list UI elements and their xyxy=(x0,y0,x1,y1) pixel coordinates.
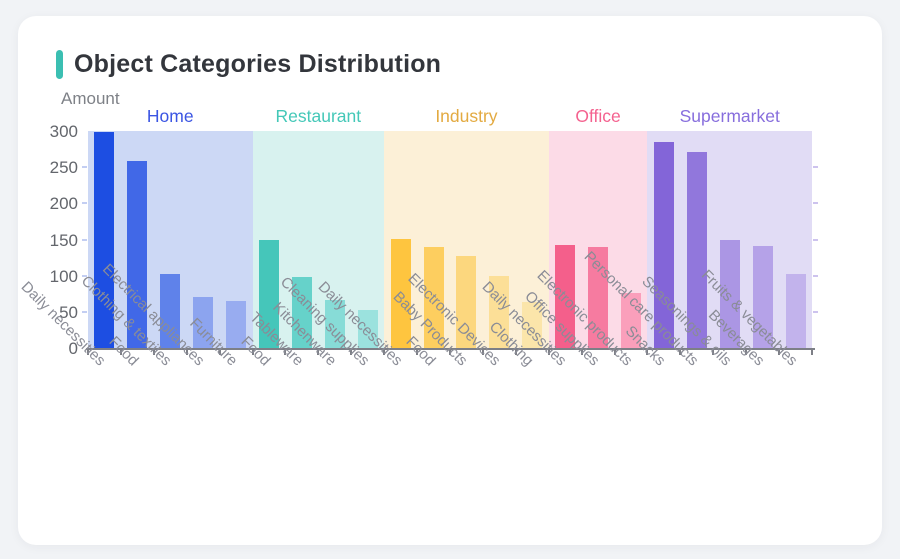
left-edge-tick xyxy=(82,202,87,205)
bar-supermarket-snacks[interactable] xyxy=(653,141,674,348)
chart-card: Object Categories Distribution Amount Ho… xyxy=(18,16,882,545)
x-axis-tick xyxy=(416,350,419,355)
x-axis-tick xyxy=(251,350,254,355)
x-axis-tick xyxy=(547,350,550,355)
y-tick-label-250: 250 xyxy=(49,158,78,178)
bar-restaurant-tableware[interactable] xyxy=(291,277,312,348)
right-edge-tick xyxy=(813,238,818,241)
y-tick-label-0: 0 xyxy=(68,339,78,358)
left-edge-tick xyxy=(82,274,87,277)
bar-restaurant-cleaning-supplies[interactable] xyxy=(357,310,378,348)
group-label-home: Home xyxy=(146,106,194,126)
chart-title: Object Categories Distribution xyxy=(74,50,442,78)
group-label-office: Office xyxy=(575,106,621,126)
group-labels-row: Home Restaurant Industry Office Supermarket xyxy=(88,105,812,127)
right-edge-tick xyxy=(813,274,818,277)
x-axis-tick xyxy=(646,350,649,355)
x-axis-tick xyxy=(580,350,583,355)
chart-header: Object Categories Distribution xyxy=(56,50,441,79)
x-axis-tick xyxy=(613,350,616,355)
x-axis-tick xyxy=(152,350,155,355)
x-axis-tick xyxy=(745,350,748,355)
group-label-restaurant: Restaurant xyxy=(275,106,362,126)
bar-industry-food[interactable] xyxy=(423,247,444,348)
bar-office-electronic-products[interactable] xyxy=(621,293,641,348)
bar-home-clothing-textiles[interactable] xyxy=(160,273,181,348)
x-axis-tick xyxy=(778,350,781,355)
right-edge-tick xyxy=(813,166,818,169)
y-tick-label-300: 300 xyxy=(49,122,78,141)
x-axis-tick xyxy=(712,350,715,355)
y-tick-label-200: 200 xyxy=(49,194,78,214)
x-axis-line xyxy=(86,348,815,350)
bar-home-food[interactable] xyxy=(127,161,148,348)
bar-restaurant-food[interactable] xyxy=(259,239,279,348)
bar-supermarket-personal-care-products[interactable] xyxy=(686,151,707,348)
bar-restaurant-kitchenware[interactable] xyxy=(324,300,345,348)
y-tick-label-50: 50 xyxy=(59,302,78,322)
x-axis-tick xyxy=(218,350,221,355)
bar-industry-clothing[interactable] xyxy=(522,301,543,348)
bar-supermarket-beverages[interactable] xyxy=(752,246,773,348)
plot-area xyxy=(88,131,812,348)
bar-home-electrical-appliances[interactable] xyxy=(193,297,214,348)
x-axis-tick xyxy=(317,350,320,355)
y-axis-name: Amount xyxy=(61,89,120,108)
title-accent-bar xyxy=(56,50,63,79)
bar-industry-baby-products[interactable] xyxy=(456,256,477,348)
x-axis-tick xyxy=(119,350,122,355)
x-axis-tick xyxy=(87,350,89,355)
bar-supermarket-fruits-vegetables[interactable] xyxy=(785,274,806,348)
bar-office-daily-necessities[interactable] xyxy=(555,244,576,348)
group-label-supermarket: Supermarket xyxy=(679,106,780,126)
bar-home-furniture[interactable] xyxy=(226,300,247,348)
x-axis-tick xyxy=(350,350,353,355)
x-axis-tick xyxy=(481,350,484,355)
x-axis-tick xyxy=(185,350,188,355)
left-edge-tick xyxy=(82,238,87,241)
x-axis-tick xyxy=(284,350,287,355)
right-edge-tick xyxy=(813,202,818,205)
bar-industry-daily-necessities[interactable] xyxy=(390,238,411,348)
bar-supermarket-seasonings-oils[interactable] xyxy=(719,240,740,348)
bar-industry-electronic-devices[interactable] xyxy=(489,275,510,348)
group-label-industry: Industry xyxy=(435,106,498,126)
left-edge-tick xyxy=(82,166,87,169)
left-edge-tick xyxy=(82,310,87,313)
x-axis-tick xyxy=(449,350,451,355)
y-tick-label-150: 150 xyxy=(49,230,78,250)
bar-home-daily-necessities[interactable] xyxy=(94,132,115,348)
x-axis-tick xyxy=(679,350,682,355)
y-tick-label-100: 100 xyxy=(49,266,78,286)
x-axis-tick xyxy=(514,350,517,355)
bar-office-office-supplies[interactable] xyxy=(588,247,609,348)
x-axis-tick xyxy=(383,350,386,355)
x-axis-tick xyxy=(811,350,813,355)
right-edge-tick xyxy=(813,310,818,313)
